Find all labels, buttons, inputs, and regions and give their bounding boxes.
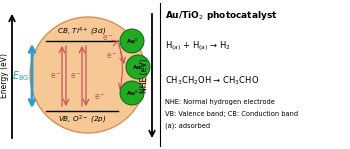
Circle shape	[30, 17, 146, 133]
Text: Au$^0$: Au$^0$	[126, 88, 138, 98]
Text: e$^-$: e$^-$	[94, 92, 106, 102]
Text: e$^-$: e$^-$	[102, 33, 114, 43]
Text: Au$^0$: Au$^0$	[126, 36, 138, 46]
Text: e$^-$: e$^-$	[50, 71, 62, 81]
Text: Au$^0$: Au$^0$	[132, 62, 144, 72]
Text: $E_{\rm BG}$: $E_{\rm BG}$	[12, 69, 29, 83]
Text: CB, Ti$^{4+}$ (3$d$): CB, Ti$^{4+}$ (3$d$)	[57, 26, 107, 38]
Text: CH$_3$CH$_2$OH → CH$_3$CHO: CH$_3$CH$_2$OH → CH$_3$CHO	[165, 75, 259, 87]
Circle shape	[120, 29, 144, 53]
Text: H$_{(a)}$ + H$_{(a)}$ → H$_2$: H$_{(a)}$ + H$_{(a)}$ → H$_2$	[165, 39, 231, 53]
Text: VB: Valence band; CB: Conduction band: VB: Valence band; CB: Conduction band	[165, 111, 298, 117]
Text: NHE (eV): NHE (eV)	[140, 59, 149, 93]
Text: e$^-$: e$^-$	[70, 71, 82, 81]
Text: Au/TiO$_2$ photocatalyst: Au/TiO$_2$ photocatalyst	[165, 9, 278, 22]
Text: VB, O$^{2-}$ (2$p$): VB, O$^{2-}$ (2$p$)	[58, 114, 106, 126]
Circle shape	[120, 81, 144, 105]
Circle shape	[126, 55, 150, 79]
Text: NHE: Normal hydrogen electrode: NHE: Normal hydrogen electrode	[165, 99, 275, 105]
Text: Energy (eV): Energy (eV)	[0, 53, 9, 98]
Text: e$^-$: e$^-$	[106, 51, 118, 61]
Text: (a): adsorbed: (a): adsorbed	[165, 123, 210, 129]
